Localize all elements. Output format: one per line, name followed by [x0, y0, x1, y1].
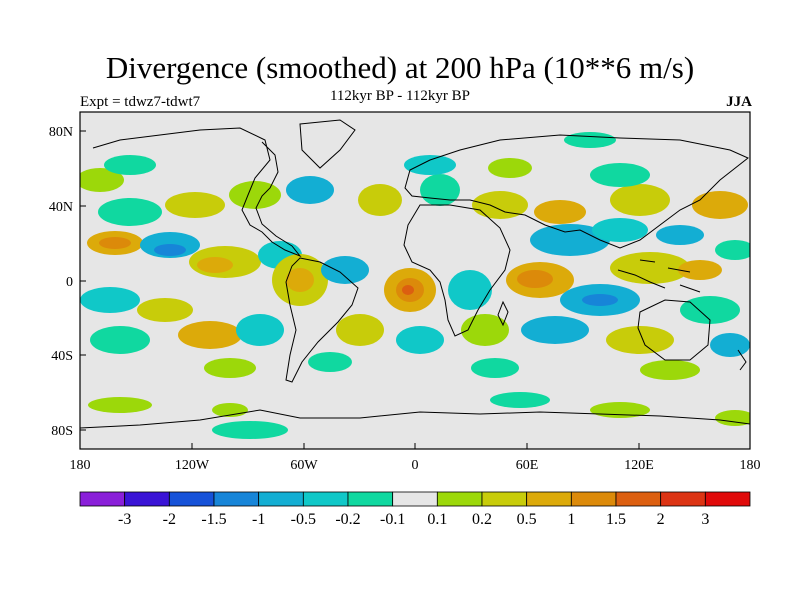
lon-tick-label: 120E: [624, 458, 654, 473]
lon-tick-label: 60E: [516, 458, 539, 473]
experiment-label: Expt = tdwz7-tdwt7: [80, 94, 201, 110]
colorbar-swatch: [570, 491, 617, 507]
lat-tick-label: 0: [66, 275, 73, 290]
colorbar-swatch: [79, 491, 126, 507]
colorbar-label: -0.5: [291, 511, 316, 528]
lat-tick-label: 80N: [49, 125, 73, 140]
colorbar-label: -3: [118, 511, 131, 528]
lat-axis: 80N 40N 0 40S 80S: [49, 125, 86, 439]
colorbar-swatch: [615, 491, 662, 507]
colorbar: -3 -2 -1.5 -1 -0.5 -0.2 -0.1 0.1 0.2 0.5 1 1.5 2 3: [79, 491, 751, 528]
colorbar-label: -0.1: [380, 511, 405, 528]
lon-tick-label: 60W: [290, 458, 318, 473]
colorbar-swatch: [168, 491, 215, 507]
lat-tick-label: 40S: [51, 349, 73, 364]
colorbar-label: -2: [163, 511, 176, 528]
lon-tick-label: 120W: [175, 458, 210, 473]
colorbar-label: 1: [567, 511, 575, 528]
colorbar-swatch: [392, 491, 438, 507]
colorbar-swatch: [213, 491, 260, 507]
colorbar-swatch: [347, 491, 394, 507]
colorbar-label: 3: [701, 511, 709, 528]
lon-tick-label: 0: [412, 458, 419, 473]
colorbar-swatch: [704, 491, 751, 507]
colorbar-label: -1.5: [201, 511, 226, 528]
colorbar-swatch: [124, 491, 170, 507]
colorbar-swatch: [436, 491, 483, 507]
colorbar-swatch: [481, 491, 528, 507]
colorbar-swatch: [302, 491, 349, 507]
colorbar-swatch: [660, 491, 706, 507]
colorbar-swatch: [258, 491, 304, 507]
colorbar-label: 0.1: [427, 511, 447, 528]
season-label: JJA: [726, 94, 752, 110]
colorbar-label: 2: [657, 511, 665, 528]
lat-tick-label: 80S: [51, 424, 73, 439]
coastlines: [80, 119, 750, 429]
colorbar-label: 1.5: [606, 511, 626, 528]
chart-title: Divergence (smoothed) at 200 hPa (10**6 …: [105, 50, 695, 85]
lon-axis: 180 120W 60W 0 60E 120E 180: [70, 443, 761, 473]
colorbar-swatch: [526, 491, 572, 507]
colorbar-label: 0.2: [472, 511, 492, 528]
lon-tick-label: 180: [740, 458, 761, 473]
colorbar-label: -0.2: [335, 511, 360, 528]
colorbar-label: -1: [252, 511, 265, 528]
colorbar-label: 0.5: [517, 511, 537, 528]
lat-tick-label: 40N: [49, 200, 73, 215]
lon-tick-label: 180: [70, 458, 91, 473]
divergence-field: [80, 132, 750, 439]
chart-subtitle: 112kyr BP - 112kyr BP: [329, 88, 470, 104]
